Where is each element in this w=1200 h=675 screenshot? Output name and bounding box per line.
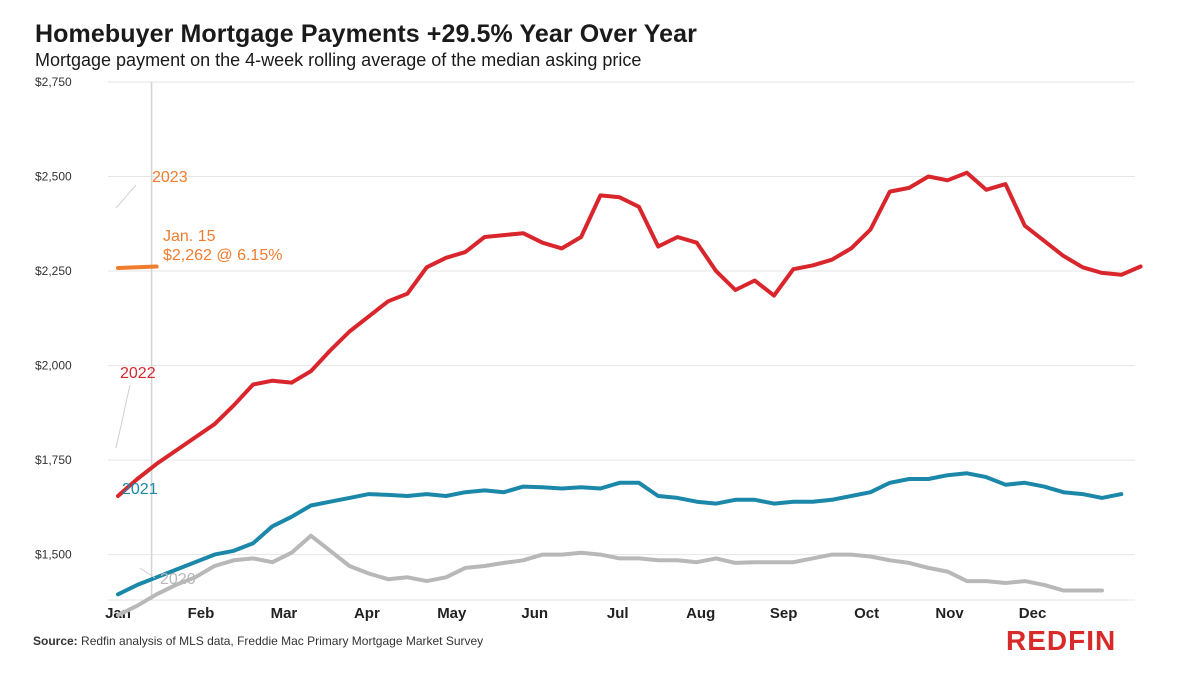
y-tick-label: $1,500 bbox=[35, 548, 72, 562]
x-axis: Jan Feb Mar Apr May Jun Jul Aug Sep Oct Nov Dec bbox=[105, 605, 1046, 622]
source-label: Source: bbox=[33, 634, 78, 648]
x-tick-label: Aug bbox=[686, 605, 715, 622]
source-note: Source: Redfin analysis of MLS data, Fre… bbox=[33, 634, 483, 648]
leader-line-2023 bbox=[115, 184, 137, 209]
redfin-logo: REDFIN bbox=[1006, 625, 1117, 656]
series-labels: 2022 2021 2020 2023 Jan. 15 $2,262 @ 6.15% bbox=[115, 169, 282, 588]
series-label-2023: 2023 bbox=[152, 169, 188, 186]
y-tick-label: $2,750 bbox=[35, 75, 72, 89]
x-tick-label: Apr bbox=[354, 605, 380, 622]
series-label-2021: 2021 bbox=[122, 481, 158, 498]
y-tick-label: $2,500 bbox=[35, 170, 72, 184]
y-tick-label: $2,250 bbox=[35, 264, 72, 278]
x-tick-label: Oct bbox=[854, 605, 879, 622]
chart-subtitle: Mortgage payment on the 4-week rolling a… bbox=[35, 50, 642, 70]
chart-title: Homebuyer Mortgage Payments +29.5% Year … bbox=[35, 20, 697, 48]
annotation-value: $2,262 @ 6.15% bbox=[163, 247, 282, 264]
x-tick-label: Sep bbox=[770, 605, 798, 622]
y-tick-label: $1,750 bbox=[35, 453, 72, 467]
x-tick-label: May bbox=[437, 605, 467, 622]
y-tick-label: $2,000 bbox=[35, 359, 72, 373]
leader-line-2020 bbox=[139, 567, 156, 579]
y-axis: $1,500 $1,750 $2,000 $2,250 $2,500 $2,750 bbox=[35, 75, 72, 562]
series-line-2020 bbox=[116, 533, 1104, 618]
x-tick-label: Jul bbox=[607, 605, 629, 622]
x-tick-label: Feb bbox=[188, 605, 215, 622]
x-tick-label: Mar bbox=[271, 605, 298, 622]
series-line-2023 bbox=[116, 264, 159, 270]
annotation-date: Jan. 15 bbox=[163, 228, 216, 245]
gridlines bbox=[108, 81, 1135, 601]
series-line-2022 bbox=[116, 170, 1143, 498]
series-line-2021 bbox=[116, 471, 1124, 597]
source-text: Redfin analysis of MLS data, Freddie Mac… bbox=[77, 634, 484, 648]
x-tick-label: Nov bbox=[935, 605, 964, 622]
series-label-2020: 2020 bbox=[160, 571, 196, 588]
x-tick-label: Jun bbox=[521, 605, 548, 622]
x-tick-label: Dec bbox=[1019, 605, 1047, 622]
leader-line-2022 bbox=[115, 384, 131, 449]
series-label-2022: 2022 bbox=[120, 365, 156, 382]
series-lines bbox=[116, 170, 1143, 618]
